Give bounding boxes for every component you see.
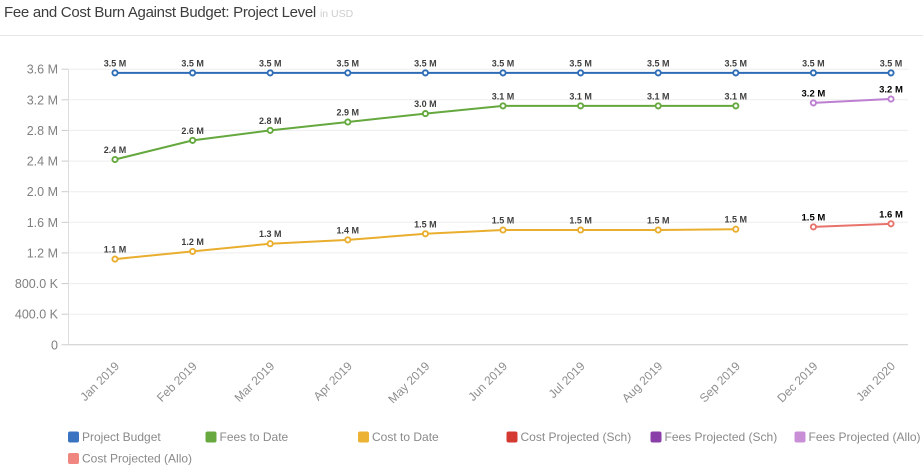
svg-text:1.5 M: 1.5 M [492,216,515,226]
svg-text:3.6 M: 3.6 M [27,63,58,77]
svg-text:3.5 M: 3.5 M [569,58,592,68]
svg-text:800.0 K: 800.0 K [15,277,59,291]
svg-text:1.3 M: 1.3 M [259,229,282,239]
svg-text:Jan 2019: Jan 2019 [77,359,122,404]
svg-text:Fees Projected (Sch): Fees Projected (Sch) [665,430,778,444]
svg-text:Cost Projected (Sch): Cost Projected (Sch) [521,430,632,444]
svg-text:3.1 M: 3.1 M [725,91,748,101]
svg-text:May 2019: May 2019 [385,359,432,406]
svg-text:Dec 2019: Dec 2019 [774,359,820,405]
svg-text:3.1 M: 3.1 M [492,91,515,101]
svg-text:Jun 2019: Jun 2019 [465,359,510,404]
svg-text:2.0 M: 2.0 M [27,185,58,199]
svg-text:1.2 M: 1.2 M [181,237,204,247]
svg-text:2.8 M: 2.8 M [27,124,58,138]
svg-text:3.5 M: 3.5 M [181,58,204,68]
svg-text:Aug 2019: Aug 2019 [619,359,665,405]
svg-text:0: 0 [51,338,58,352]
svg-text:Fees to Date: Fees to Date [220,430,289,444]
svg-text:Jan 2020: Jan 2020 [853,359,898,404]
svg-text:3.2 M: 3.2 M [879,85,903,96]
svg-text:2.9 M: 2.9 M [337,108,360,118]
svg-text:2.4 M: 2.4 M [104,145,127,155]
svg-text:1.1 M: 1.1 M [104,245,127,255]
svg-text:3.5 M: 3.5 M [104,58,127,68]
svg-text:2.4 M: 2.4 M [27,155,58,169]
svg-text:3.5 M: 3.5 M [880,58,903,68]
svg-text:Cost Projected (Allo): Cost Projected (Allo) [82,452,192,466]
svg-text:2.6 M: 2.6 M [181,126,204,136]
svg-text:3.5 M: 3.5 M [337,58,360,68]
svg-text:Feb 2019: Feb 2019 [154,359,200,405]
svg-text:1.5 M: 1.5 M [802,212,826,223]
svg-text:3.5 M: 3.5 M [802,58,825,68]
svg-text:1.5 M: 1.5 M [414,219,437,229]
svg-text:Fees Projected (Allo): Fees Projected (Allo) [809,430,921,444]
svg-text:3.2 M: 3.2 M [802,88,826,99]
svg-text:1.6 M: 1.6 M [879,209,903,220]
svg-text:1.5 M: 1.5 M [647,216,670,226]
svg-text:Cost to Date: Cost to Date [372,430,439,444]
svg-text:1.2 M: 1.2 M [27,246,58,260]
svg-text:1.4 M: 1.4 M [337,225,360,235]
svg-text:3.0 M: 3.0 M [414,99,437,109]
svg-text:Apr 2019: Apr 2019 [311,359,356,404]
svg-text:400.0 K: 400.0 K [15,308,59,322]
svg-text:3.5 M: 3.5 M [414,58,437,68]
svg-text:3.1 M: 3.1 M [647,91,670,101]
svg-text:3.1 M: 3.1 M [569,91,592,101]
svg-text:Project Budget: Project Budget [82,430,161,444]
svg-text:Jul 2019: Jul 2019 [546,359,588,401]
svg-text:Mar 2019: Mar 2019 [232,359,278,405]
svg-text:3.5 M: 3.5 M [259,58,282,68]
svg-text:1.5 M: 1.5 M [725,215,748,225]
svg-text:3.2 M: 3.2 M [27,93,58,107]
svg-text:3.5 M: 3.5 M [725,58,748,68]
svg-text:1.5 M: 1.5 M [569,216,592,226]
svg-text:2.8 M: 2.8 M [259,116,282,126]
svg-text:1.6 M: 1.6 M [27,216,58,230]
svg-text:3.5 M: 3.5 M [647,58,670,68]
svg-text:Sep 2019: Sep 2019 [697,359,743,405]
svg-text:3.5 M: 3.5 M [492,58,515,68]
